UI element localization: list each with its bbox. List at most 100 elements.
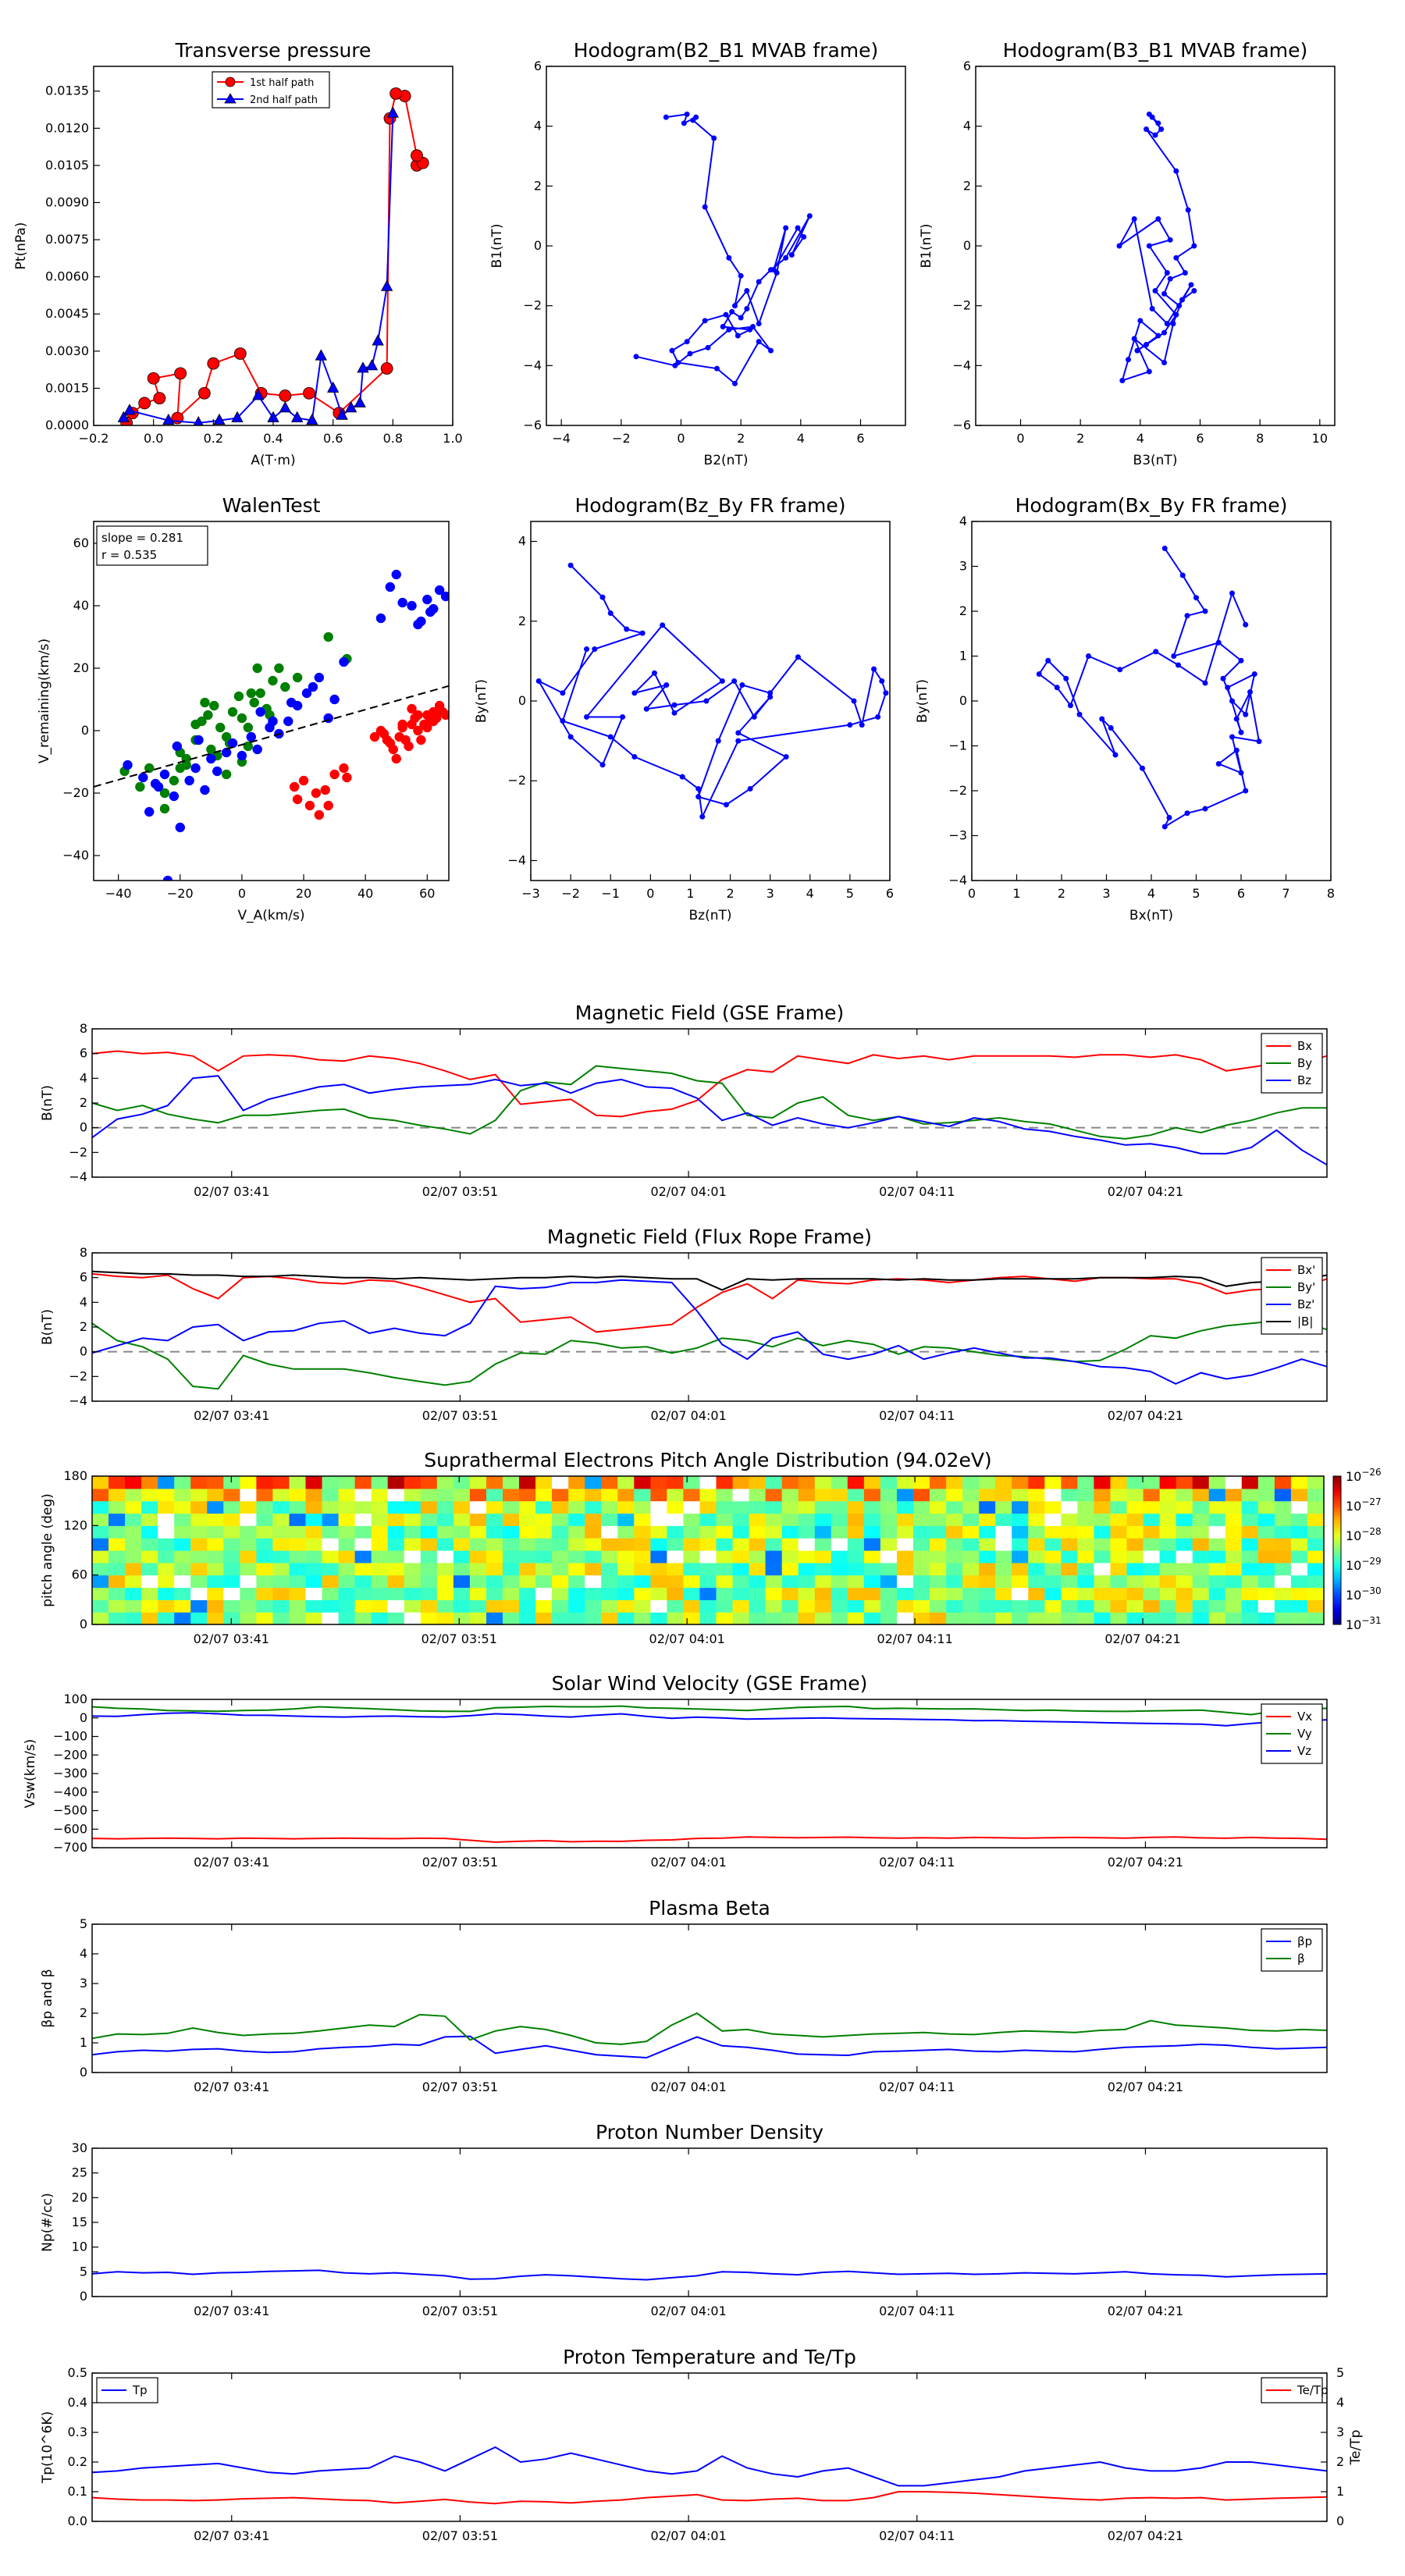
heatmap-cell: [946, 1599, 963, 1613]
data-point: [323, 800, 333, 811]
x-tick-label: 02/07 03:41: [194, 1184, 269, 1199]
heatmap-cell: [634, 1550, 651, 1564]
heatmap-cell: [1241, 1538, 1259, 1551]
heatmap-cell: [453, 1574, 471, 1589]
heatmap-cell: [683, 1513, 700, 1526]
plot-area: [1116, 111, 1197, 383]
heatmap-cell: [650, 1476, 667, 1489]
heatmap-cell: [897, 1587, 914, 1600]
colorbar-label: 10−29: [1346, 1556, 1382, 1573]
heatmap-cell: [503, 1500, 520, 1514]
heatmap-cell: [404, 1587, 422, 1600]
heatmap-cell: [1274, 1538, 1292, 1551]
heatmap-cell: [272, 1488, 290, 1502]
heatmap-cell: [634, 1488, 651, 1502]
heatmap-cell: [650, 1574, 667, 1589]
annotation-box: [96, 525, 208, 566]
heatmap-cell: [322, 1513, 340, 1526]
heatmap-cell: [1094, 1538, 1111, 1551]
data-point: [723, 802, 729, 808]
heatmap-cell: [749, 1500, 767, 1514]
data-point: [1170, 321, 1176, 327]
data-point: [735, 738, 742, 744]
data-point: [726, 326, 732, 333]
heatmap-cell: [519, 1488, 536, 1502]
heatmap-cell: [995, 1513, 1012, 1526]
data-point: [633, 354, 639, 360]
data-point: [1202, 806, 1208, 812]
heatmap-cell: [1094, 1612, 1111, 1625]
heatmap-cell: [108, 1525, 126, 1539]
x-tick-label: 02/07 04:11: [877, 1631, 952, 1646]
heatmap-cell: [125, 1612, 142, 1625]
heatmap-cell: [913, 1562, 930, 1576]
data-point: [851, 698, 857, 704]
heatmap-cell: [174, 1612, 191, 1625]
heatmap-cell: [1225, 1476, 1243, 1489]
x-tick-label: 7: [1282, 886, 1289, 901]
plot-area: [117, 87, 429, 425]
heatmap-cell: [141, 1612, 158, 1625]
heatmap-cell: [814, 1562, 832, 1576]
heatmap-cell: [371, 1513, 389, 1526]
heatmap-cell: [1159, 1562, 1177, 1576]
heatmap-cell: [1241, 1488, 1259, 1502]
data-point: [249, 697, 259, 708]
legend-label: βp: [1297, 1934, 1312, 1948]
heatmap-cell: [1307, 1562, 1325, 1576]
data-point: [404, 741, 414, 752]
heatmap-cell: [436, 1587, 454, 1600]
heatmap-cell: [913, 1488, 930, 1502]
heatmap-cell: [716, 1476, 734, 1489]
heatmap-cell: [1192, 1612, 1210, 1625]
heatmap-cell: [1028, 1488, 1045, 1502]
y-tick-label: 2: [1336, 2454, 1344, 2469]
heatmap-cell: [765, 1612, 783, 1625]
heatmap-cell: [1192, 1513, 1210, 1526]
heatmap-cell: [930, 1513, 947, 1526]
y-tick-label: 3: [959, 559, 967, 574]
heatmap-cell: [108, 1476, 126, 1489]
data-point: [1161, 824, 1168, 830]
heatmap-cell: [1208, 1538, 1226, 1551]
data-point: [1149, 306, 1155, 311]
heatmap-cell: [272, 1587, 290, 1600]
heatmap-cell: [486, 1513, 503, 1526]
data-point: [620, 713, 626, 720]
data-point: [181, 760, 191, 770]
heatmap-cell: [946, 1550, 963, 1564]
plot-area: [535, 562, 889, 820]
x-tick-label: 2: [726, 886, 734, 901]
data-point: [1137, 318, 1144, 324]
data-point: [1144, 342, 1149, 347]
heatmap-cell: [486, 1550, 503, 1564]
heatmap-cell: [1257, 1574, 1275, 1589]
heatmap-cell: [371, 1500, 389, 1514]
data-point: [1063, 675, 1069, 681]
heatmap-cell: [1094, 1574, 1111, 1589]
plot-area: [633, 111, 813, 386]
heatmap-cell: [568, 1562, 585, 1576]
heatmap-cell: [1290, 1612, 1308, 1625]
heatmap-cell: [223, 1525, 240, 1539]
y-tick-label: 0: [81, 723, 89, 738]
data-point: [1193, 595, 1199, 601]
heatmap-cell: [1044, 1574, 1062, 1589]
heatmap-cell: [1159, 1513, 1177, 1526]
y-tick-label: −1: [948, 738, 967, 753]
heatmap-cell: [765, 1513, 783, 1526]
heatmap-cell: [322, 1550, 340, 1564]
heatmap-cell: [453, 1550, 471, 1564]
heatmap-cell: [141, 1562, 158, 1576]
heatmap-cell: [1225, 1513, 1243, 1526]
heatmap-cell: [158, 1476, 175, 1489]
heatmap-cell: [1126, 1476, 1144, 1489]
heatmap-cell: [453, 1599, 471, 1613]
y-tick-label: −2: [948, 783, 967, 798]
data-point: [1233, 716, 1240, 722]
heatmap-cell: [1225, 1500, 1243, 1514]
heatmap-cell: [699, 1525, 717, 1539]
data-point: [879, 678, 885, 684]
data-point: [1068, 703, 1073, 709]
heatmap-cell: [617, 1574, 635, 1589]
